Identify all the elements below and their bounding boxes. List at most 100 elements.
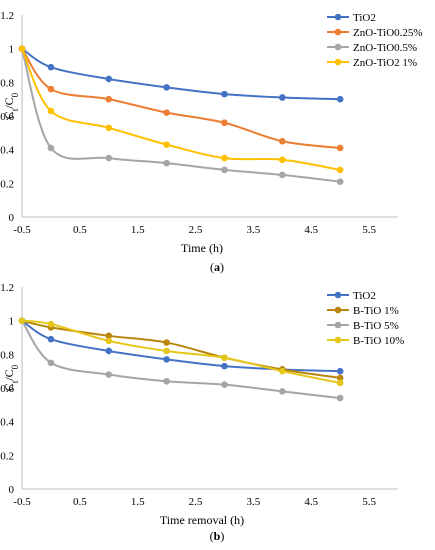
data-point xyxy=(279,171,286,179)
data-point xyxy=(105,371,113,378)
data-point xyxy=(336,178,344,185)
x-tick-label: -0.5 xyxy=(13,224,31,236)
data-point xyxy=(163,141,170,148)
x-tick-label: 5.5 xyxy=(362,224,376,236)
data-point xyxy=(336,394,344,402)
data-point xyxy=(336,166,344,174)
x-tick-label: 4.5 xyxy=(304,496,318,508)
data-point xyxy=(47,320,55,328)
data-point xyxy=(105,337,113,345)
legend-swatch-marker xyxy=(334,306,342,314)
x-tick-label: 4.5 xyxy=(304,224,318,236)
legend-swatch-marker xyxy=(334,28,342,36)
legend-label: B-TiO 10% xyxy=(353,335,404,347)
data-point xyxy=(18,317,26,324)
panel-label: (b) xyxy=(210,529,225,543)
legend-label: ZnO-TiO2 1% xyxy=(353,57,417,69)
data-point xyxy=(47,335,55,343)
data-point xyxy=(105,124,113,132)
data-point xyxy=(279,94,286,101)
legend-label: B-TiO 1% xyxy=(353,305,399,317)
y-tick-label: 0 xyxy=(9,212,15,224)
data-point xyxy=(221,154,228,162)
legend-swatch-marker xyxy=(334,321,342,329)
legend-swatch-marker xyxy=(334,291,342,299)
data-point xyxy=(105,95,113,103)
legend-swatch-marker xyxy=(334,43,342,51)
data-point xyxy=(105,154,113,162)
y-tick-label: 1.2 xyxy=(0,282,14,294)
series-line-3 xyxy=(21,320,341,400)
legend-swatch-marker xyxy=(334,13,342,21)
chart-panel-2: 0 0.2 0.4 0.6 0.8 1 1.2 -0.5 0.5 1.5 2.5 3.5 4.5 5.5 T… xyxy=(0,282,404,543)
data-point xyxy=(105,332,113,340)
x-tick-label: 3.5 xyxy=(247,224,261,236)
data-point xyxy=(279,156,286,164)
x-tick-label: 0.5 xyxy=(73,224,87,236)
data-point xyxy=(47,107,55,115)
data-point xyxy=(163,84,170,91)
data-point xyxy=(221,362,228,370)
chart-panel-1: 0 0.2 0.4 0.6 0.8 1 1.2 -0.5 0.5 1.5 2.5 3.5 4.5 5.5 T… xyxy=(0,10,422,274)
y-tick-label: 1 xyxy=(9,316,15,328)
data-point xyxy=(336,367,344,375)
legend-label: B-TiO 5% xyxy=(353,320,399,332)
data-point xyxy=(336,379,344,387)
legend-label: TiO2 xyxy=(353,290,376,302)
y-tick-label: 0.6 xyxy=(0,111,14,123)
series-line-1 xyxy=(21,47,341,101)
x-tick-label: 1.5 xyxy=(131,496,145,508)
y-tick-label: 0.4 xyxy=(0,417,14,429)
y-tick-label: 1.2 xyxy=(0,10,14,22)
data-point xyxy=(221,381,228,388)
x-tick-label: 3.5 xyxy=(247,496,261,508)
data-point xyxy=(336,374,344,382)
data-point xyxy=(336,144,344,152)
data-point xyxy=(221,119,228,127)
legend-label: ZnO-TiO0.25% xyxy=(353,27,423,39)
x-tick-label: 2.5 xyxy=(189,496,203,508)
data-point xyxy=(279,367,286,375)
panel-label: (a) xyxy=(210,260,224,274)
x-axis-title: Time removal (h) xyxy=(160,513,244,527)
data-point xyxy=(221,166,228,174)
series-line-4 xyxy=(21,48,341,171)
y-axis-title: Ct/C0 xyxy=(2,364,20,391)
x-tick-label: 2.5 xyxy=(189,224,203,236)
data-point xyxy=(163,109,170,116)
data-point xyxy=(47,359,55,367)
data-point xyxy=(47,63,55,71)
data-point xyxy=(163,159,170,167)
data-point xyxy=(163,347,170,355)
data-point xyxy=(221,354,228,362)
y-tick-label: 0.8 xyxy=(0,349,14,361)
data-point xyxy=(163,339,170,346)
y-tick-label: 0.4 xyxy=(0,145,14,157)
series-line-4 xyxy=(21,319,341,384)
legend-label: TiO2 xyxy=(353,12,376,24)
x-tick-label: -0.5 xyxy=(13,496,31,508)
y-tick-label: 0 xyxy=(9,484,15,496)
data-point xyxy=(47,144,55,152)
data-point xyxy=(105,75,113,83)
data-point xyxy=(105,347,113,355)
y-tick-label: 0.2 xyxy=(0,178,14,190)
data-point xyxy=(279,388,286,395)
data-point xyxy=(336,95,344,103)
y-tick-label: 0.2 xyxy=(0,450,14,462)
data-point xyxy=(279,137,286,145)
data-point xyxy=(18,45,26,52)
y-tick-label: 0.8 xyxy=(0,77,14,89)
x-tick-label: 5.5 xyxy=(362,496,376,508)
x-tick-label: 1.5 xyxy=(131,224,145,236)
data-point xyxy=(163,356,170,363)
data-point xyxy=(163,377,170,385)
data-point xyxy=(221,90,228,98)
data-point xyxy=(47,85,55,93)
y-axis-title: Ct/C0 xyxy=(2,92,20,119)
legend-label: ZnO-TiO0.5% xyxy=(353,42,417,54)
y-tick-label: 0.6 xyxy=(0,383,14,395)
x-axis-title: Time (h) xyxy=(181,241,223,255)
legend-swatch-marker xyxy=(334,336,342,344)
